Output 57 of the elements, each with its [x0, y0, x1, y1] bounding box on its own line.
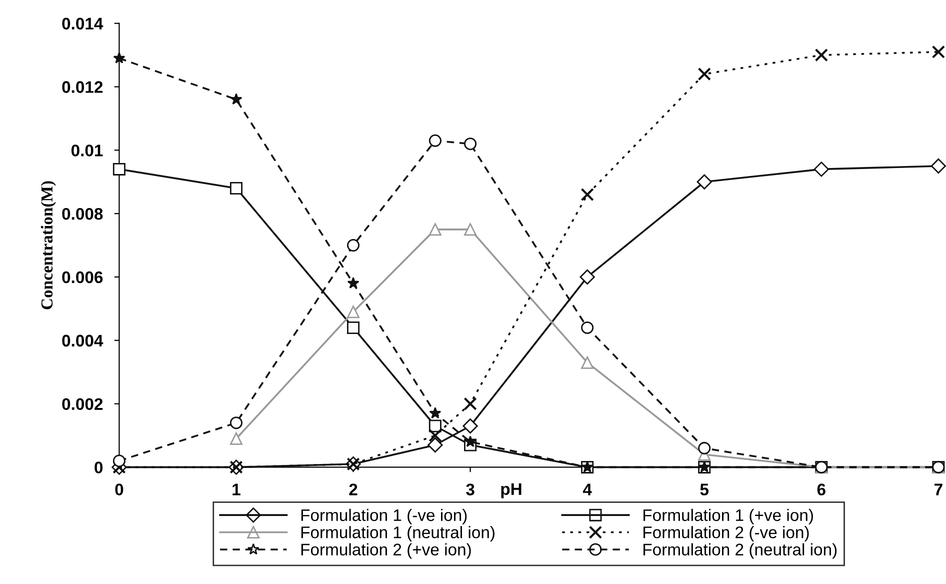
x-tick-label: 7 [934, 484, 942, 496]
x-tick-label: 0 [115, 484, 124, 496]
legend-label: Formulation 1 (+ve ion) [644, 508, 813, 524]
point [347, 239, 360, 252]
y-tick-label: 0.004 [62, 334, 104, 347]
point [581, 356, 594, 369]
legend-label: Formulation 2 (neutral ion) [644, 543, 837, 559]
y-tick-label: 0.002 [62, 398, 103, 410]
point [462, 418, 478, 434]
point [698, 67, 711, 81]
point [464, 436, 476, 448]
point [814, 48, 828, 62]
legend-label: Formulation 2 (+ve ion) [301, 543, 471, 559]
x-tick-label: 5 [700, 484, 709, 496]
y-tick-label: 0.01 [71, 144, 103, 156]
point [814, 162, 829, 177]
x-tick-label: 4 [582, 484, 592, 496]
y-tick-label: 0.014 [62, 18, 104, 30]
point [698, 442, 711, 454]
point [428, 428, 442, 442]
point [230, 416, 242, 430]
point [580, 188, 594, 202]
point [230, 182, 242, 194]
point [464, 223, 477, 236]
x-tick-label: 1 [232, 484, 240, 496]
point [112, 162, 126, 176]
point [464, 397, 477, 410]
point [696, 174, 712, 190]
x-tick-label: 2 [349, 484, 358, 496]
x-tick-label: 3 [466, 484, 474, 496]
y-axis-title: Concentration(M) [40, 181, 56, 310]
y-tick-label: 0.006 [62, 271, 103, 284]
legend-label: Formulation 1 (-ve ion) [301, 508, 467, 524]
legend-label: Formulation 1 (neutral ion) [301, 526, 494, 542]
point [580, 269, 595, 285]
point [112, 454, 126, 468]
point [230, 93, 242, 105]
x-tick-label: 6 [817, 484, 826, 496]
point [347, 277, 360, 289]
point [347, 306, 360, 318]
point [930, 158, 946, 174]
legend-label: Formulation 2 (-ve ion) [644, 526, 809, 542]
point [429, 407, 442, 418]
point [428, 437, 443, 453]
point [113, 52, 126, 64]
y-tick-label: 0.008 [62, 208, 103, 220]
point [428, 420, 442, 432]
point [464, 138, 477, 150]
point [230, 432, 242, 445]
point [347, 321, 360, 334]
point [428, 223, 442, 236]
x-axis-title: pH [501, 483, 522, 498]
point [581, 321, 594, 334]
y-tick-label: 0 [94, 462, 103, 474]
y-tick-label: 0.012 [62, 81, 103, 93]
point [428, 134, 442, 147]
point [932, 45, 946, 58]
